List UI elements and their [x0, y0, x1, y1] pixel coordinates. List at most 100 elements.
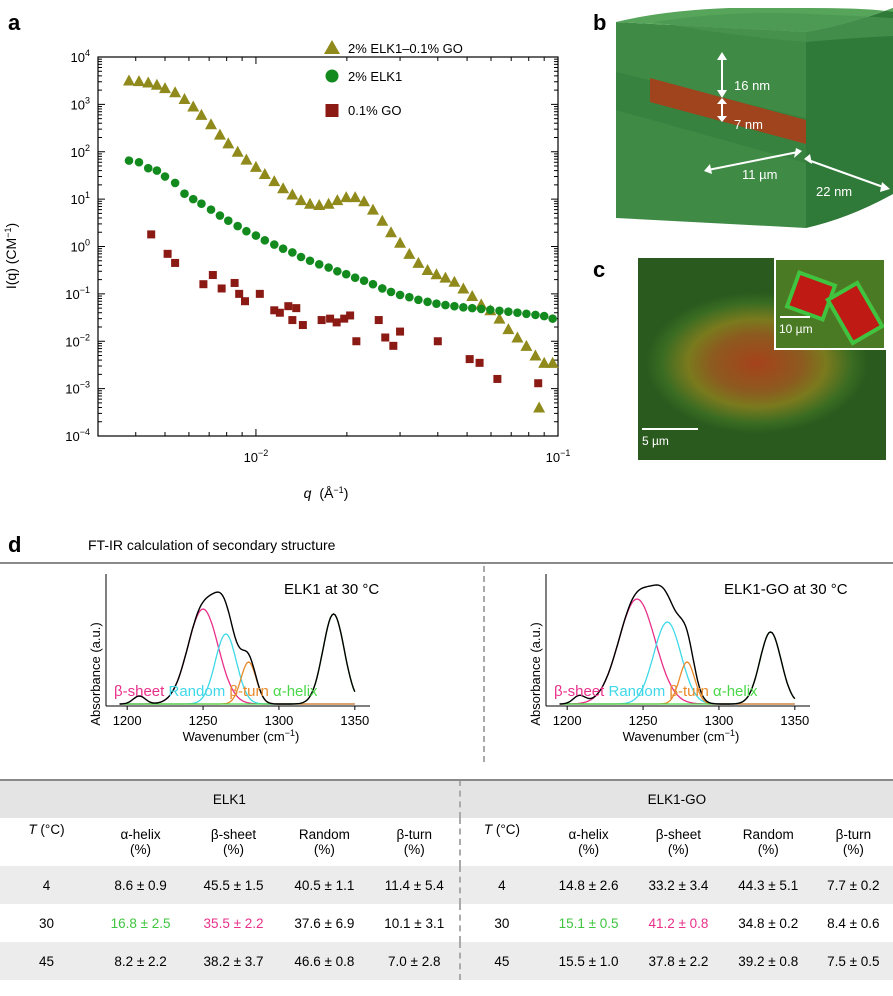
ftir-y-label: Absorbance (a.u.) — [528, 622, 543, 725]
y-tick-label: 104 — [71, 48, 90, 65]
data-point-elk1go — [286, 188, 299, 200]
x-tick-label: 10−1 — [546, 448, 571, 465]
data-point-elk1go — [132, 75, 145, 87]
data-point-go — [396, 327, 405, 336]
data-point-elk1 — [423, 297, 432, 307]
divider — [0, 562, 893, 564]
data-point-elk1go — [466, 290, 479, 302]
ftir-total-curve — [559, 584, 796, 705]
group-header-elk1: ELK1 — [0, 780, 461, 818]
table-cell: 46.6 ± 0.8 — [294, 953, 355, 969]
data-point-go — [217, 284, 226, 293]
scale-bar — [642, 428, 698, 430]
data-point-elk1go — [358, 195, 371, 207]
ftir-x-tick-label: 1350 — [340, 713, 369, 728]
data-point-elk1 — [441, 300, 450, 310]
table-cell: 30 — [494, 915, 510, 931]
dashed-divider — [483, 566, 485, 762]
data-point-elk1go — [457, 282, 470, 294]
table-cell: 35.5 ± 2.2 — [203, 915, 264, 931]
data-point-elk1go — [268, 175, 281, 187]
data-point-elk1 — [539, 311, 549, 321]
data-point-elk1go — [533, 401, 546, 413]
data-point-elk1 — [459, 303, 468, 312]
data-point-go — [171, 258, 180, 267]
y-tick-label: 10−3 — [65, 380, 90, 397]
data-point-elk1go — [349, 191, 362, 203]
data-point-elk1 — [405, 292, 414, 302]
data-point-go — [235, 289, 244, 298]
data-point-go — [340, 314, 349, 323]
chart-axes: 104 103 102 101 100 10−1 10−2 10−3 10−4 10−2 10−1 — [65, 48, 570, 465]
col-header: β-sheet (%) — [655, 827, 702, 857]
data-point-go — [332, 318, 341, 327]
y-tick-label: 10−2 — [65, 332, 90, 349]
data-point-go — [352, 337, 361, 346]
data-point-elk1 — [368, 279, 378, 289]
data-point-elk1go — [412, 256, 425, 268]
table-cell: 15.5 ± 1.0 — [558, 953, 619, 969]
data-point-elk1 — [188, 194, 198, 204]
panel-d-title: FT-IR calculation of secondary structure — [88, 537, 336, 553]
data-point-elk1go — [178, 92, 191, 104]
table-cell: 7.7 ± 0.2 — [827, 877, 880, 893]
ftir-plot-title: ELK1 at 30 °C — [284, 581, 379, 598]
data-point-elk1 — [160, 172, 170, 181]
data-point-elk1 — [531, 310, 540, 320]
data-point-elk1go — [222, 137, 235, 149]
legend-label-elk1: 2% ELK1 — [348, 69, 402, 84]
data-point-elk1 — [223, 216, 233, 226]
x-axis-label: q (Å−1) — [304, 485, 349, 501]
data-point-go — [208, 271, 217, 280]
data-point-elk1 — [197, 199, 206, 209]
data-point-go — [534, 379, 543, 388]
data-point-elk1go — [520, 339, 533, 351]
data-point-elk1 — [386, 287, 396, 297]
data-point-go — [433, 337, 442, 346]
data-point-elk1go — [240, 153, 253, 165]
data-point-go — [346, 311, 355, 320]
data-point-elk1 — [180, 189, 189, 199]
table-cell: 30 — [38, 915, 54, 931]
data-point-elk1 — [251, 231, 261, 240]
ftir-plot-elk1go: 1200 1250 1300 1350 Wavenumber (cm−1) Absorba… — [528, 574, 848, 744]
data-point-go — [493, 374, 502, 383]
label-11um: 11 µm — [742, 167, 777, 182]
data-point-elk1go — [304, 197, 317, 209]
legend-label-go: 0.1% GO — [348, 103, 401, 118]
table-cell: 45.5 ± 1.5 — [203, 877, 264, 893]
data-point-elk1 — [288, 248, 297, 257]
data-point-elk1 — [486, 305, 495, 315]
y-tick-label: 103 — [71, 95, 90, 112]
ftir-plot-title: ELK1-GO at 30 °C — [724, 581, 848, 598]
col-T-left: T (°C) — [28, 822, 65, 837]
data-point-go — [465, 355, 474, 364]
table-top-rule — [0, 779, 893, 781]
data-point-elk1go — [150, 78, 163, 90]
ftir-plot-elk1: 1200 1250 1300 1350 Wavenumber (cm−1) Absorba… — [88, 574, 379, 744]
y-tick-label: 10−1 — [65, 285, 90, 302]
col-header: Random (%) — [742, 827, 794, 857]
table-cell: 38.2 ± 3.7 — [203, 953, 264, 969]
data-point-elk1go — [231, 145, 244, 157]
data-point-elk1go — [439, 271, 452, 283]
table-cell: 4 — [42, 877, 51, 893]
data-point-elk1 — [522, 309, 531, 319]
table-cell: 16.8 ± 2.5 — [110, 915, 171, 931]
table-cell: 4 — [498, 877, 506, 893]
col-header: α-helix (%) — [568, 827, 609, 857]
data-point-go — [241, 297, 250, 306]
data-point-elk1go — [430, 268, 443, 280]
data-point-elk1go — [376, 214, 389, 226]
y-tick-label: 100 — [71, 238, 90, 255]
data-point-elk1 — [305, 256, 315, 266]
table-cell: 33.2 ± 3.4 — [648, 877, 709, 893]
data-point-elk1 — [495, 306, 504, 316]
table-cell: 8.4 ± 0.6 — [827, 915, 880, 931]
data-point-elk1 — [143, 163, 153, 173]
table-cell: 11.4 ± 5.4 — [369, 866, 461, 904]
data-point-go — [147, 230, 156, 239]
data-point-elk1go — [195, 108, 208, 120]
panel-label-d: d — [8, 532, 22, 557]
data-point-go — [275, 308, 284, 317]
